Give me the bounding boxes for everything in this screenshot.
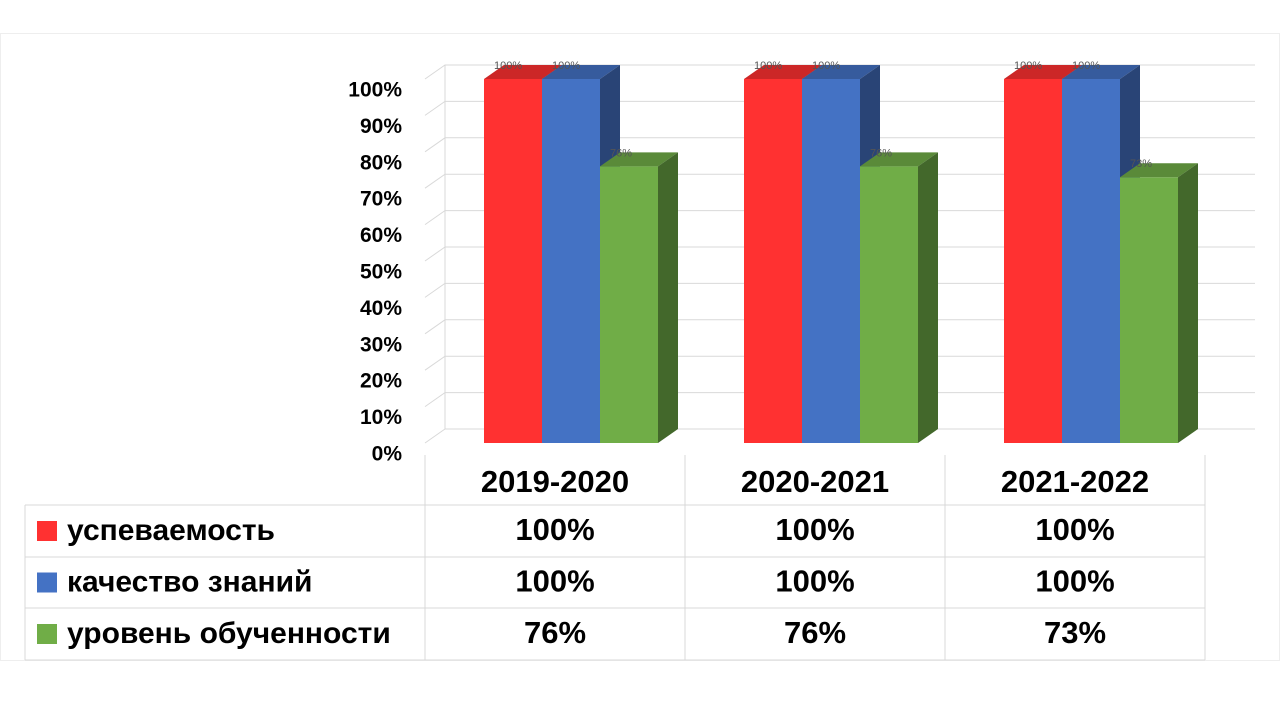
table-value: 100% [775, 512, 854, 547]
legend-swatch [37, 521, 57, 541]
y-tick-label: 30% [360, 333, 402, 356]
data-label: 100% [1014, 60, 1042, 72]
bar [802, 79, 860, 443]
bar-side [918, 152, 938, 444]
y-tick-label: 90% [360, 115, 402, 138]
x-tick-label: 2019-2020 [481, 464, 629, 499]
table-value: 76% [784, 615, 846, 650]
bar [600, 166, 658, 444]
y-tick-label: 80% [360, 151, 402, 174]
table-value: 100% [515, 564, 594, 599]
y-tick-label: 50% [360, 261, 402, 284]
x-tick-label: 2021-2022 [1001, 464, 1149, 499]
y-tick-label: 100% [348, 79, 402, 102]
bar [1120, 177, 1178, 443]
bar-top [1004, 65, 1082, 79]
data-label: 73% [1130, 158, 1152, 170]
y-tick-label: 20% [360, 370, 402, 393]
data-label: 76% [610, 147, 632, 159]
legend-label: успеваемость [67, 514, 275, 547]
bar-top [1062, 65, 1140, 79]
table-value: 100% [1035, 564, 1114, 599]
legend-swatch [37, 624, 57, 644]
y-tick-label: 60% [360, 224, 402, 247]
y-tick-label: 40% [360, 297, 402, 320]
table-value: 100% [1035, 512, 1114, 547]
bar-side [1178, 163, 1198, 443]
bar [1062, 79, 1120, 443]
data-label: 100% [1072, 60, 1100, 72]
data-label: 100% [754, 60, 782, 72]
data-label: 76% [870, 147, 892, 159]
bar-top [860, 152, 938, 167]
bar [542, 79, 600, 443]
data-label: 100% [552, 60, 580, 72]
bar-top [600, 152, 678, 167]
x-tick-label: 2020-2021 [741, 464, 889, 499]
bar [1004, 79, 1062, 443]
bar-top [802, 65, 880, 79]
table-value: 76% [524, 615, 586, 650]
table-value: 100% [515, 512, 594, 547]
y-tick-label: 0% [372, 443, 403, 466]
bar-side [658, 152, 678, 444]
bar-top [542, 65, 620, 79]
bar-top [1120, 163, 1198, 178]
legend-swatch [37, 572, 57, 593]
table-value: 100% [775, 564, 854, 599]
table-value: 73% [1044, 615, 1106, 650]
legend-label: уровень обученности [67, 617, 391, 650]
bar [484, 79, 542, 443]
y-tick-label: 70% [360, 188, 402, 211]
bar [744, 79, 802, 443]
y-tick-label: 10% [360, 406, 402, 429]
legend-label: качество знаний [67, 565, 312, 598]
bar-top [744, 65, 822, 79]
bar [860, 166, 918, 444]
bar-top [484, 65, 562, 79]
data-label: 100% [812, 60, 840, 72]
data-label: 100% [494, 60, 522, 72]
